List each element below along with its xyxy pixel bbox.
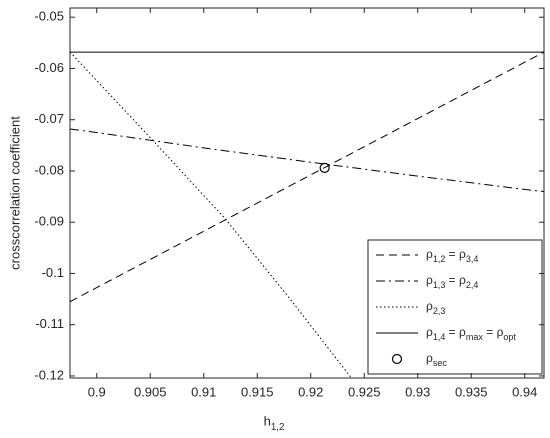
x-tick-label: 0.905: [134, 384, 167, 399]
series-line: [70, 128, 544, 192]
y-tick-label: -0.06: [34, 60, 64, 75]
legend-label: ρ1,4 = ρmax = ρopt: [426, 325, 516, 342]
x-tick-label: 0.925: [348, 384, 381, 399]
x-tick-label: 0.94: [512, 384, 537, 399]
plot-lines: [70, 51, 544, 378]
y-tick-label: -0.05: [34, 9, 64, 24]
x-tick-label: 0.9: [88, 384, 106, 399]
x-tick-label: 0.935: [455, 384, 488, 399]
x-tick-label: 0.92: [298, 384, 323, 399]
y-tick-label: -0.12: [34, 367, 64, 382]
x-tick-label: 0.93: [405, 384, 430, 399]
series-line: [70, 51, 544, 303]
x-axis-label: h1,2: [264, 413, 285, 433]
y-tick-label: -0.07: [34, 111, 64, 126]
y-tick-label: -0.1: [42, 265, 64, 280]
y-tick-label: -0.09: [34, 214, 64, 229]
y-tick-label: -0.08: [34, 162, 64, 177]
legend-marker: [391, 353, 403, 365]
marker: [319, 162, 330, 173]
x-tick-label: 0.91: [191, 384, 216, 399]
y-axis-label: crosscorrelation coefficient: [7, 116, 22, 270]
legend: ρ1,2 = ρ3,4ρ1,3 = ρ2,4ρ2,3ρ1,4 = ρmax = …: [367, 239, 543, 375]
y-tick-label: -0.11: [35, 316, 64, 331]
x-tick-label: 0.915: [241, 384, 274, 399]
